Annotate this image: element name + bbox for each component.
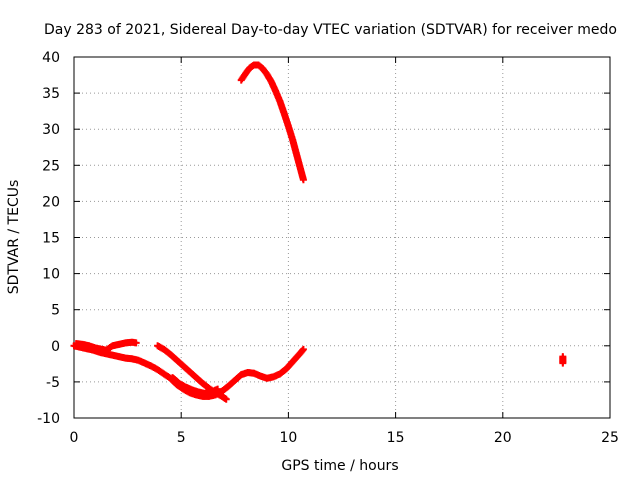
y-tick-label: 0: [51, 339, 60, 355]
data-point: [132, 339, 140, 347]
x-tick-label: 15: [387, 430, 405, 446]
series-high-arc: [237, 61, 307, 184]
data-point: [214, 385, 222, 393]
data-points: [70, 61, 567, 403]
y-axis-label: SDTVAR / TECUs: [6, 180, 22, 295]
x-tick-label: 20: [494, 430, 512, 446]
series-lower-segment: [169, 374, 222, 397]
y-tick-label: 5: [51, 303, 60, 319]
y-tick-label: 20: [42, 194, 60, 210]
x-tick-label: 0: [70, 430, 79, 446]
data-point: [299, 345, 307, 353]
y-tick-label: 40: [42, 50, 60, 66]
x-axis-label: GPS time / hours: [281, 458, 398, 474]
y-tick-label: -10: [37, 411, 60, 427]
data-point: [559, 359, 567, 367]
y-tick-label: 35: [42, 86, 60, 102]
x-tick-label: 5: [177, 430, 186, 446]
data-point: [222, 395, 230, 403]
y-tick-label: 10: [42, 267, 60, 283]
series-isolated-points: [559, 353, 567, 367]
y-tick-label: 15: [42, 231, 60, 247]
chart-title: Day 283 of 2021, Sidereal Day-to-day VTE…: [44, 22, 617, 38]
x-tick-label: 10: [279, 430, 297, 446]
data-point: [299, 176, 307, 184]
y-tick-label: -5: [46, 375, 60, 391]
series-main-trace-low: [70, 342, 307, 400]
series-upper-branch: [72, 338, 140, 354]
y-tick-label: 25: [42, 158, 60, 174]
y-tick-label: 30: [42, 122, 60, 138]
x-tick-label: 25: [601, 430, 619, 446]
axis-ticks: 0 5 10 15 20 25 -10 -5 0 5 10 15 20 25 30 35 40: [37, 50, 619, 446]
grid: [74, 57, 610, 418]
